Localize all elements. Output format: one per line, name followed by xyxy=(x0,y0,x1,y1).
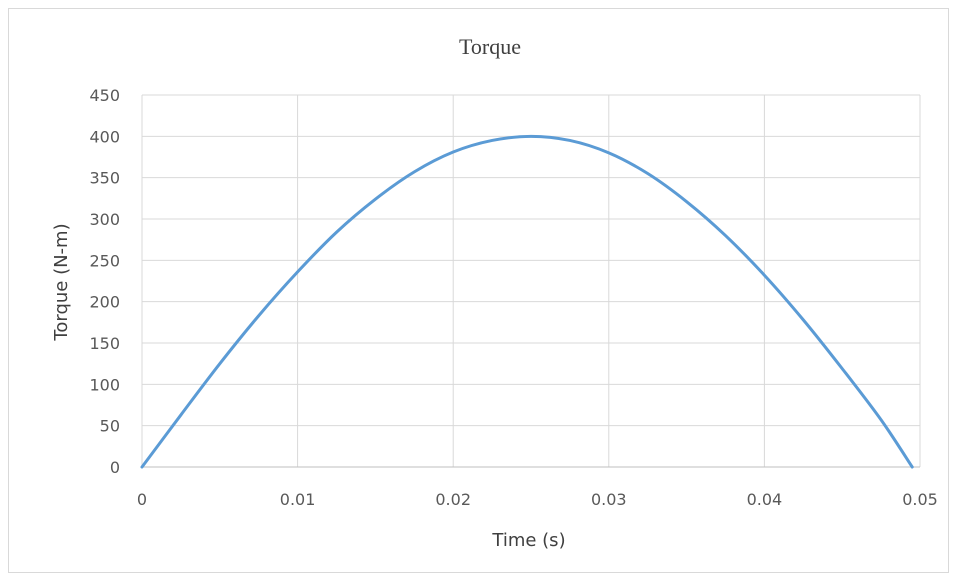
x-tick-label: 0.05 xyxy=(902,490,938,509)
x-tick-label: 0.01 xyxy=(280,490,316,509)
chart-title: Torque xyxy=(459,34,521,59)
x-tick-label: 0.03 xyxy=(591,490,627,509)
x-tick-label: 0 xyxy=(137,490,147,509)
series-line-0 xyxy=(140,134,914,469)
y-tick-label: 300 xyxy=(89,210,120,229)
y-axis-label: Torque (N-m) xyxy=(51,223,72,341)
x-axis-label: Time (s) xyxy=(491,530,565,551)
y-tick-label: 250 xyxy=(89,251,120,270)
grid-lines xyxy=(141,94,921,467)
y-tick-label: 0 xyxy=(110,458,120,477)
tick-labels: 0 50 100 150 200 250 300 350 400 450 0 0.01 0.02 0.03… xyxy=(89,86,937,509)
y-tick-label: 150 xyxy=(89,334,120,353)
y-tick-label: 100 xyxy=(89,375,120,394)
chart-frame xyxy=(8,8,949,573)
x-tick-label: 0.04 xyxy=(747,490,783,509)
x-tick-label: 0.02 xyxy=(435,490,471,509)
y-tick-label: 50 xyxy=(100,417,120,436)
y-tick-label: 350 xyxy=(89,169,120,188)
y-tick-label: 400 xyxy=(89,127,120,146)
y-tick-label: 450 xyxy=(89,86,120,105)
y-tick-label: 200 xyxy=(89,293,120,312)
series-layer xyxy=(140,134,914,469)
